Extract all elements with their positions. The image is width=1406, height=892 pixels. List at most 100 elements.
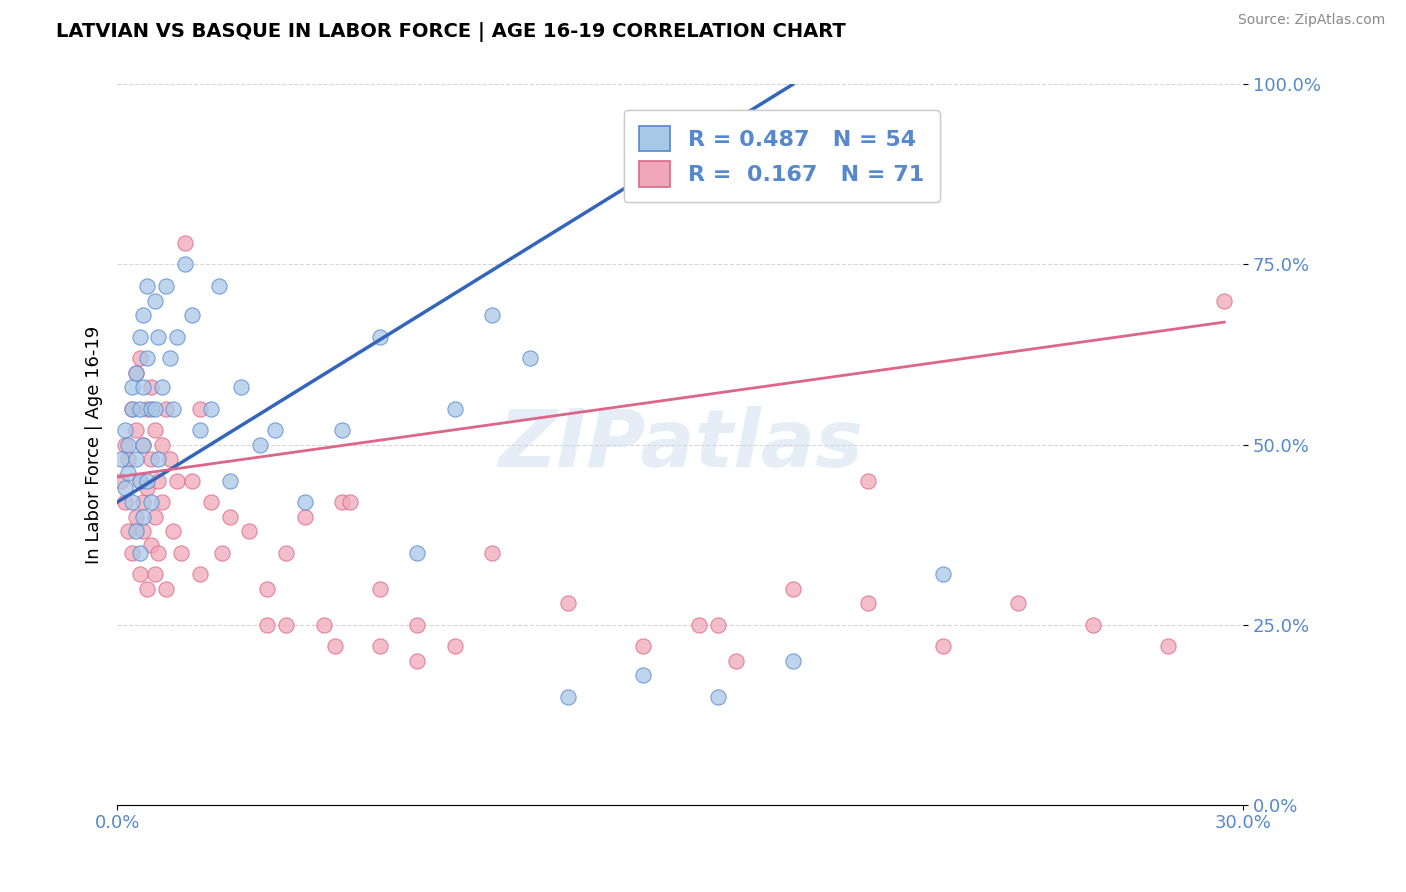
Point bbox=[218, 509, 240, 524]
Point bbox=[188, 567, 211, 582]
Point bbox=[150, 380, 173, 394]
Point bbox=[125, 423, 148, 437]
Point bbox=[150, 495, 173, 509]
Point bbox=[173, 258, 195, 272]
Point bbox=[181, 474, 204, 488]
Point bbox=[256, 582, 278, 596]
Point bbox=[136, 279, 159, 293]
Point bbox=[128, 351, 150, 365]
Point bbox=[136, 474, 159, 488]
Point bbox=[143, 293, 166, 308]
Point bbox=[782, 654, 804, 668]
Point bbox=[200, 495, 222, 509]
Point bbox=[132, 509, 155, 524]
Point bbox=[110, 452, 132, 467]
Point bbox=[1007, 596, 1029, 610]
Y-axis label: In Labor Force | Age 16-19: In Labor Force | Age 16-19 bbox=[86, 326, 103, 564]
Point bbox=[125, 524, 148, 538]
Point bbox=[139, 538, 162, 552]
Point bbox=[132, 308, 155, 322]
Point bbox=[125, 366, 148, 380]
Point bbox=[139, 452, 162, 467]
Point bbox=[148, 474, 170, 488]
Point bbox=[294, 509, 316, 524]
Point bbox=[114, 437, 136, 451]
Point bbox=[121, 546, 143, 560]
Point bbox=[125, 452, 148, 467]
Point bbox=[330, 495, 353, 509]
Point bbox=[557, 596, 579, 610]
Point bbox=[274, 617, 297, 632]
Point bbox=[330, 423, 353, 437]
Point bbox=[139, 380, 162, 394]
Point bbox=[188, 423, 211, 437]
Point bbox=[1157, 639, 1180, 653]
Point bbox=[136, 481, 159, 495]
Point bbox=[121, 401, 143, 416]
Point bbox=[238, 524, 260, 538]
Point bbox=[114, 481, 136, 495]
Point bbox=[856, 474, 879, 488]
Point bbox=[312, 617, 335, 632]
Point bbox=[932, 639, 955, 653]
Point bbox=[166, 474, 188, 488]
Point bbox=[557, 690, 579, 704]
Point bbox=[136, 401, 159, 416]
Point bbox=[229, 380, 252, 394]
Point bbox=[932, 567, 955, 582]
Point bbox=[121, 380, 143, 394]
Point bbox=[181, 308, 204, 322]
Point bbox=[128, 474, 150, 488]
Point bbox=[1213, 293, 1236, 308]
Point bbox=[631, 639, 654, 653]
Point bbox=[481, 546, 503, 560]
Point bbox=[274, 546, 297, 560]
Point bbox=[519, 351, 541, 365]
Point bbox=[339, 495, 361, 509]
Text: Source: ZipAtlas.com: Source: ZipAtlas.com bbox=[1237, 13, 1385, 28]
Point bbox=[725, 654, 748, 668]
Point bbox=[406, 546, 429, 560]
Point bbox=[143, 423, 166, 437]
Point bbox=[148, 329, 170, 343]
Point bbox=[110, 474, 132, 488]
Point bbox=[368, 639, 391, 653]
Point bbox=[121, 495, 143, 509]
Point bbox=[128, 474, 150, 488]
Point bbox=[688, 617, 710, 632]
Point bbox=[173, 235, 195, 250]
Point bbox=[155, 279, 177, 293]
Point bbox=[125, 509, 148, 524]
Point bbox=[117, 467, 139, 481]
Point bbox=[368, 582, 391, 596]
Point bbox=[117, 524, 139, 538]
Point bbox=[444, 401, 467, 416]
Point bbox=[132, 437, 155, 451]
Point bbox=[132, 495, 155, 509]
Point bbox=[188, 401, 211, 416]
Point bbox=[132, 437, 155, 451]
Point bbox=[139, 401, 162, 416]
Point bbox=[166, 329, 188, 343]
Point bbox=[128, 329, 150, 343]
Point bbox=[159, 452, 181, 467]
Point bbox=[218, 474, 240, 488]
Legend: R = 0.487   N = 54, R =  0.167   N = 71: R = 0.487 N = 54, R = 0.167 N = 71 bbox=[624, 110, 939, 202]
Point bbox=[406, 654, 429, 668]
Point bbox=[1081, 617, 1104, 632]
Point bbox=[159, 351, 181, 365]
Point bbox=[155, 401, 177, 416]
Point bbox=[128, 567, 150, 582]
Point bbox=[117, 452, 139, 467]
Point bbox=[481, 308, 503, 322]
Point bbox=[128, 401, 150, 416]
Point bbox=[143, 401, 166, 416]
Point bbox=[143, 567, 166, 582]
Point bbox=[114, 495, 136, 509]
Point bbox=[136, 582, 159, 596]
Point bbox=[117, 437, 139, 451]
Text: ZIPatlas: ZIPatlas bbox=[498, 406, 863, 483]
Point bbox=[114, 423, 136, 437]
Point bbox=[368, 329, 391, 343]
Point bbox=[263, 423, 285, 437]
